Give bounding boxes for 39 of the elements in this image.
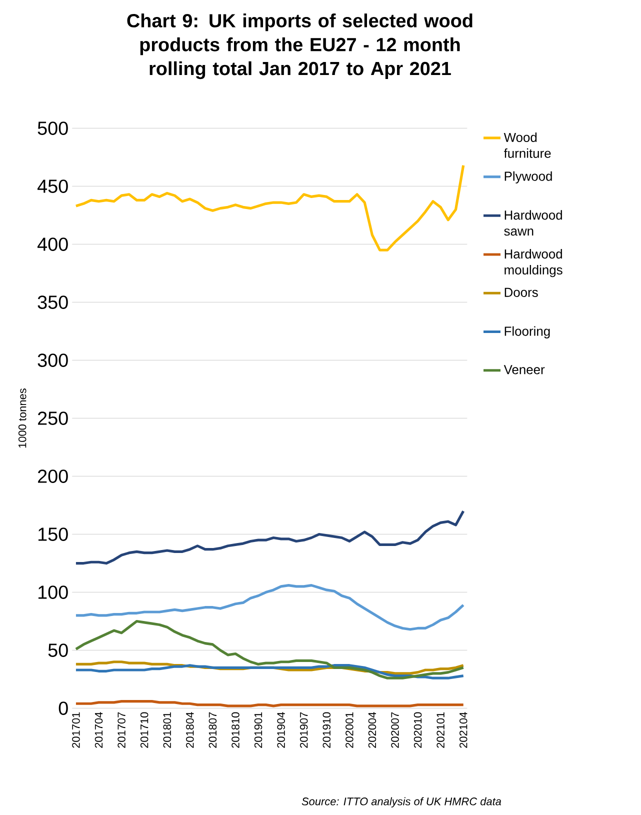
x-tick-label: 201701 [72,712,80,748]
y-tick-label: 100 [38,586,68,599]
x-tick-label: 202007 [391,712,399,748]
x-tick-label: 201904 [277,712,285,748]
y-tick-label: 150 [38,528,68,541]
y-tick-label: 350 [38,296,68,309]
x-tick-label: 202004 [368,712,376,748]
x-tick-label: 201907 [300,712,308,748]
x-tick-label: 202001 [346,712,354,748]
x-tick-label: 201810 [232,712,240,748]
y-tick-label: 450 [38,180,68,193]
x-tick-label: 201807 [208,712,217,748]
chart-title: Chart 9: UK imports of selected wood products from the EU27 - 12 month rolling total Jan 2017 to Apr 2021 [127,14,472,80]
legend-label: Veneer [504,365,545,374]
x-tick-label: 201710 [140,712,148,748]
x-tick-label: 202104 [459,712,468,748]
x-tick-label: 201801 [163,712,171,748]
x-tick-label: 201910 [322,712,331,748]
y-tick-label: 0 [58,702,68,715]
y-tick-label: 250 [38,412,68,425]
legend-label: Hardwood sawn [504,210,562,236]
y-axis-title: 1000 tonnes [18,388,26,448]
legend-label: Flooring [504,326,550,338]
legend-label: Doors [504,288,538,297]
x-tick-label: 201901 [254,712,262,748]
x-tick-label: 201804 [186,712,194,748]
legend-label: Plywood [504,171,552,184]
x-tick-label: 202101 [436,712,444,748]
y-tick-label: 200 [38,470,68,483]
x-tick-label: 201704 [94,712,103,748]
legend-label: Wood furniture [504,132,551,158]
y-tick-label: 50 [48,644,68,657]
legend-label: Hardwood mouldings [504,249,562,278]
x-tick-label: 202010 [414,712,422,748]
y-tick-label: 400 [38,238,68,251]
y-tick-label: 300 [38,354,68,367]
x-tick-label: 201707 [118,712,126,748]
text: Source: ITTO analysis of UK HMRC data [302,797,502,808]
y-tick-label: 500 [38,122,68,135]
